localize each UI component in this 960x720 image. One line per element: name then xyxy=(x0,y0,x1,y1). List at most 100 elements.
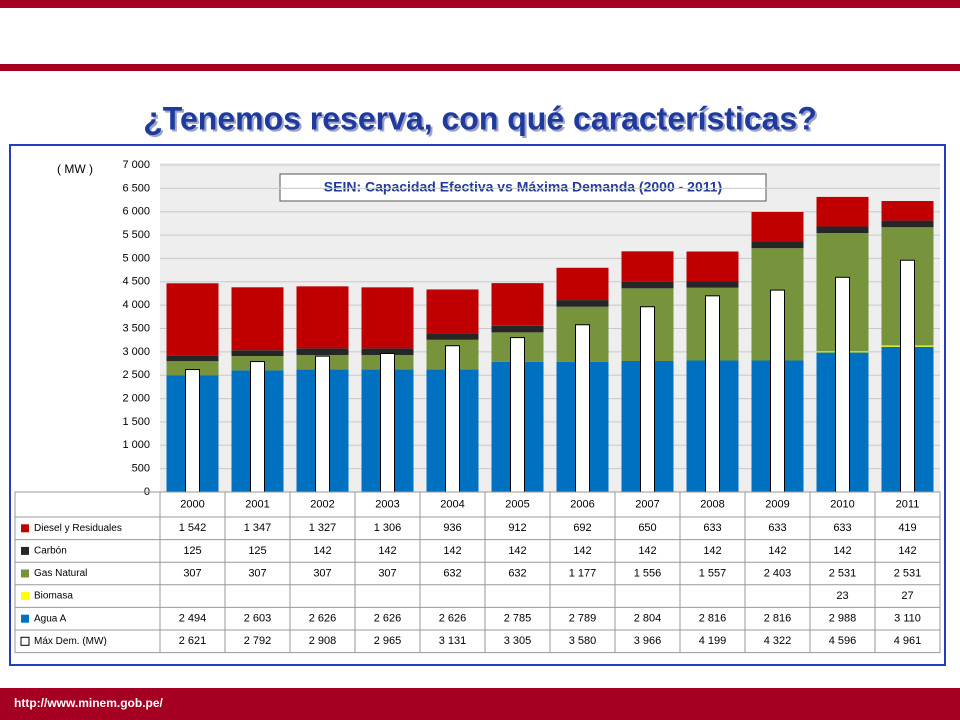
x-tick-label: 2000 xyxy=(180,498,204,510)
table-value: 633 xyxy=(833,522,851,534)
table-value: 2 908 xyxy=(309,635,337,647)
footer-url: http://www.minem.gob.pe/ xyxy=(14,696,164,710)
table-value: 125 xyxy=(183,545,201,557)
bar-segment xyxy=(296,286,349,349)
table-value: 142 xyxy=(768,545,786,557)
table-value: 1 556 xyxy=(634,567,662,579)
bar-segment xyxy=(556,267,609,301)
y-tick-label: 4 500 xyxy=(122,276,150,288)
x-tick-label: 2002 xyxy=(310,498,334,510)
demand-bar xyxy=(445,345,460,493)
top-bar xyxy=(0,0,960,8)
table-value: 2 531 xyxy=(829,567,857,579)
table-value: 3 580 xyxy=(569,635,597,647)
bar-segment xyxy=(491,325,544,333)
legend-swatch xyxy=(21,546,29,555)
y-tick-label: 1 500 xyxy=(122,416,150,428)
table-value: 142 xyxy=(898,545,916,557)
bar-segment xyxy=(621,251,674,282)
table-value: 2 626 xyxy=(439,613,467,625)
demand-bar xyxy=(705,295,720,493)
bar-segment xyxy=(686,281,739,288)
bar-segment xyxy=(426,289,479,334)
table-value: 307 xyxy=(378,567,396,579)
table-value: 2 816 xyxy=(699,613,727,625)
table-value: 2 494 xyxy=(179,613,207,625)
table-value: 1 347 xyxy=(244,522,272,534)
bar-segment xyxy=(686,251,739,282)
legend-swatch xyxy=(21,524,29,533)
table-value: 4 199 xyxy=(699,635,727,647)
table-value: 692 xyxy=(573,522,591,534)
bar-segment xyxy=(751,211,804,242)
table-value: 142 xyxy=(638,545,656,557)
table-value: 307 xyxy=(313,567,331,579)
table-frame xyxy=(14,491,941,654)
table-value: 1 542 xyxy=(179,522,207,534)
bar-segment xyxy=(231,287,284,351)
bar-segment xyxy=(426,333,479,340)
table-value: 419 xyxy=(898,522,916,534)
table-value: 142 xyxy=(443,545,461,557)
title-shadow: ¿Tenemos reserva, con qué característica… xyxy=(145,102,819,138)
y-tick-label: 3 000 xyxy=(122,346,150,358)
bar-segment xyxy=(361,348,414,355)
y-tick-label: 7 000 xyxy=(122,159,150,171)
table-value: 4 322 xyxy=(764,635,792,647)
x-tick-label: 2004 xyxy=(440,498,464,510)
table-value: 632 xyxy=(508,567,526,579)
chart-title-box xyxy=(279,173,767,202)
table-value: 142 xyxy=(703,545,721,557)
bar-segment xyxy=(556,300,609,307)
bar-segment xyxy=(296,348,349,355)
bar-segment xyxy=(166,361,219,376)
table-value: 2 626 xyxy=(309,613,337,625)
table-value: 2 626 xyxy=(374,613,402,625)
table-value: 633 xyxy=(703,522,721,534)
table-value: 307 xyxy=(248,567,266,579)
table-value: 4 961 xyxy=(894,635,922,647)
bar-segment xyxy=(166,283,219,356)
table-value: 2 789 xyxy=(569,613,597,625)
table-value: 912 xyxy=(508,522,526,534)
table-value: 1 306 xyxy=(374,522,402,534)
demand-bar xyxy=(835,276,850,493)
table-value: 3 131 xyxy=(439,635,467,647)
legend-label: Agua A xyxy=(34,613,67,624)
table-value: 307 xyxy=(183,567,201,579)
y-tick-label: 2 500 xyxy=(122,369,150,381)
x-tick-label: 2003 xyxy=(375,498,399,510)
table-value: 3 966 xyxy=(634,635,662,647)
table-value: 142 xyxy=(313,545,331,557)
table-value: 1 177 xyxy=(569,567,597,579)
table-value: 2 403 xyxy=(764,567,792,579)
demand-bar xyxy=(640,306,655,493)
footer-bar xyxy=(0,688,960,720)
legend-swatch xyxy=(21,614,29,623)
table-value: 23 xyxy=(836,590,848,602)
slide-title: ¿Tenemos reserva, con qué característica… xyxy=(143,100,817,136)
bar-segment xyxy=(231,350,284,357)
table-value: 1 557 xyxy=(699,567,727,579)
table-value: 3 305 xyxy=(504,635,532,647)
table-value: 632 xyxy=(443,567,461,579)
table-value: 2 988 xyxy=(829,613,857,625)
plot-area xyxy=(160,163,940,492)
bar-segment xyxy=(816,196,869,227)
legend-swatch xyxy=(21,592,29,601)
y-tick-label: 5 000 xyxy=(122,252,150,264)
table-value: 2 531 xyxy=(894,567,922,579)
table-value: 633 xyxy=(768,522,786,534)
demand-bar xyxy=(250,361,265,493)
legend-label: Diesel y Residuales xyxy=(34,523,122,534)
demand-bar xyxy=(185,369,200,493)
table-value: 142 xyxy=(378,545,396,557)
bar-segment xyxy=(361,287,414,349)
table-value: 2 621 xyxy=(179,635,207,647)
table-value: 1 327 xyxy=(309,522,337,534)
demand-bar xyxy=(380,352,395,493)
table-value: 142 xyxy=(833,545,851,557)
table-value: 650 xyxy=(638,522,656,534)
x-tick-label: 2009 xyxy=(765,498,789,510)
y-tick-label: 3 500 xyxy=(122,322,150,334)
